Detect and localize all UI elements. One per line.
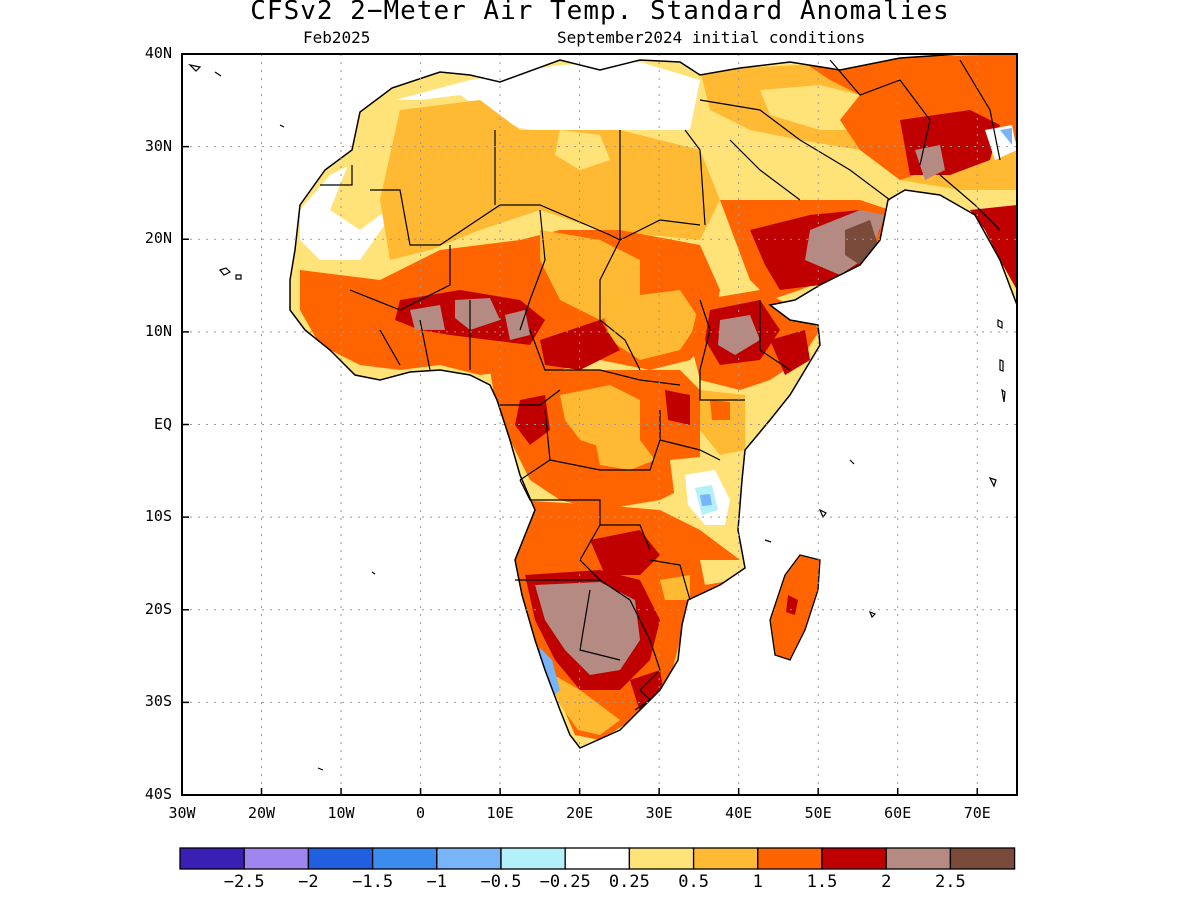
colorbar-swatch [628,847,695,870]
lat-tick-label: 40S [144,785,172,803]
colorbar [179,847,1016,870]
colorbar-swatch [692,847,759,870]
colorbar-swatch [564,847,631,870]
lon-tick-label: 50E [804,804,832,822]
colorbar-swatch [757,847,823,870]
lon-tick-label: 30W [168,804,196,822]
colorbar-label: −0.5 [480,872,522,892]
colorbar-label: 1.5 [806,872,838,892]
axis-ticks [181,53,978,796]
colorbar-swatch [821,847,887,870]
colorbar-label: 2 [881,872,892,892]
colorbar-swatch [500,847,566,870]
lon-tick-label: 60E [884,804,912,822]
lat-tick-label: 10S [144,507,172,526]
lon-tick-label: 10W [327,804,355,822]
colorbar-label: −0.25 [539,872,591,892]
lat-tick-label: 40N [144,44,172,62]
colorbar-swatch [949,847,1016,870]
chart-title: CFSv2 2−Meter Air Temp. Standard Anomali… [250,0,950,26]
lon-tick-label: 0 [416,804,426,822]
lon-tick-label: 10E [486,804,514,822]
country-borders [320,59,1001,711]
lat-tick-label: 30N [144,136,172,155]
colorbar-label: 1 [752,872,763,892]
lon-tick-label: 20W [247,804,276,822]
lon-tick-label: 20E [566,804,594,822]
colorbar-swatch [436,847,502,870]
colorbar-label: 0.25 [608,872,650,892]
map-layer [188,54,1017,771]
colorbar-label: 2.5 [935,872,966,892]
gridlines [182,54,1017,795]
initial-conditions: September2024 initial conditions [557,28,866,47]
islands [188,64,1006,771]
colorbar-swatch [885,847,952,870]
lon-tick-label: 70E [963,804,991,822]
colorbar-label: −1.5 [352,872,394,892]
forecast-period: Feb2025 [303,28,371,47]
lat-tick-label: 30S [144,692,172,711]
colorbar-label: 0.5 [678,872,709,892]
anomaly-fill [300,54,1017,740]
lat-tick-label: 10N [144,321,172,340]
lon-tick-label: 30E [645,804,673,822]
lat-tick-label: 20N [144,229,172,248]
colorbar-swatch [371,847,438,870]
colorbar-label: −2.5 [223,872,265,892]
lat-tick-label: 20S [144,599,172,618]
colorbar-swatch [179,847,245,870]
lon-tick-label: 40E [725,804,753,822]
colorbar-swatch [243,847,310,870]
lat-tick-label: EQ [153,414,172,433]
colorbar-label: −2 [298,872,319,892]
colorbar-swatch [307,847,374,870]
colorbar-label: −1 [426,872,448,892]
